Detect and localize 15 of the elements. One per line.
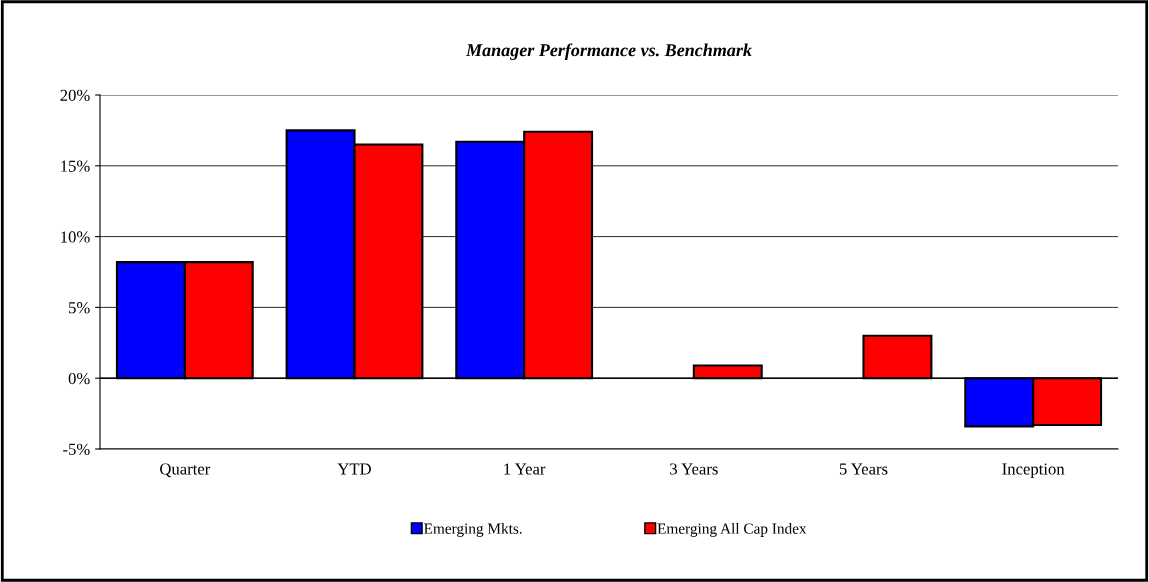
y-tick-label: 5% <box>69 302 90 314</box>
y-tick-label: 0% <box>68 372 90 385</box>
x-tick-label: 1 Year <box>504 463 546 475</box>
x-tick-label: Inception <box>1002 463 1065 478</box>
y-tick-label: 20% <box>60 89 90 101</box>
chart-title: Manager Performance vs. Benchmark <box>465 43 752 60</box>
x-tick-label: Quarter <box>160 463 211 478</box>
y-tick-label: -5% <box>63 443 90 455</box>
y-tick-label: 15% <box>61 160 90 172</box>
legend-label: Emerging All Cap Index <box>657 523 807 537</box>
x-tick-label: 5 Years <box>839 463 888 475</box>
y-tick-label: 10% <box>61 231 90 243</box>
legend-label: Emerging Mkts. <box>424 523 522 537</box>
x-tick-label: 3 Years <box>670 463 718 475</box>
x-tick-label: YTD <box>337 463 371 475</box>
